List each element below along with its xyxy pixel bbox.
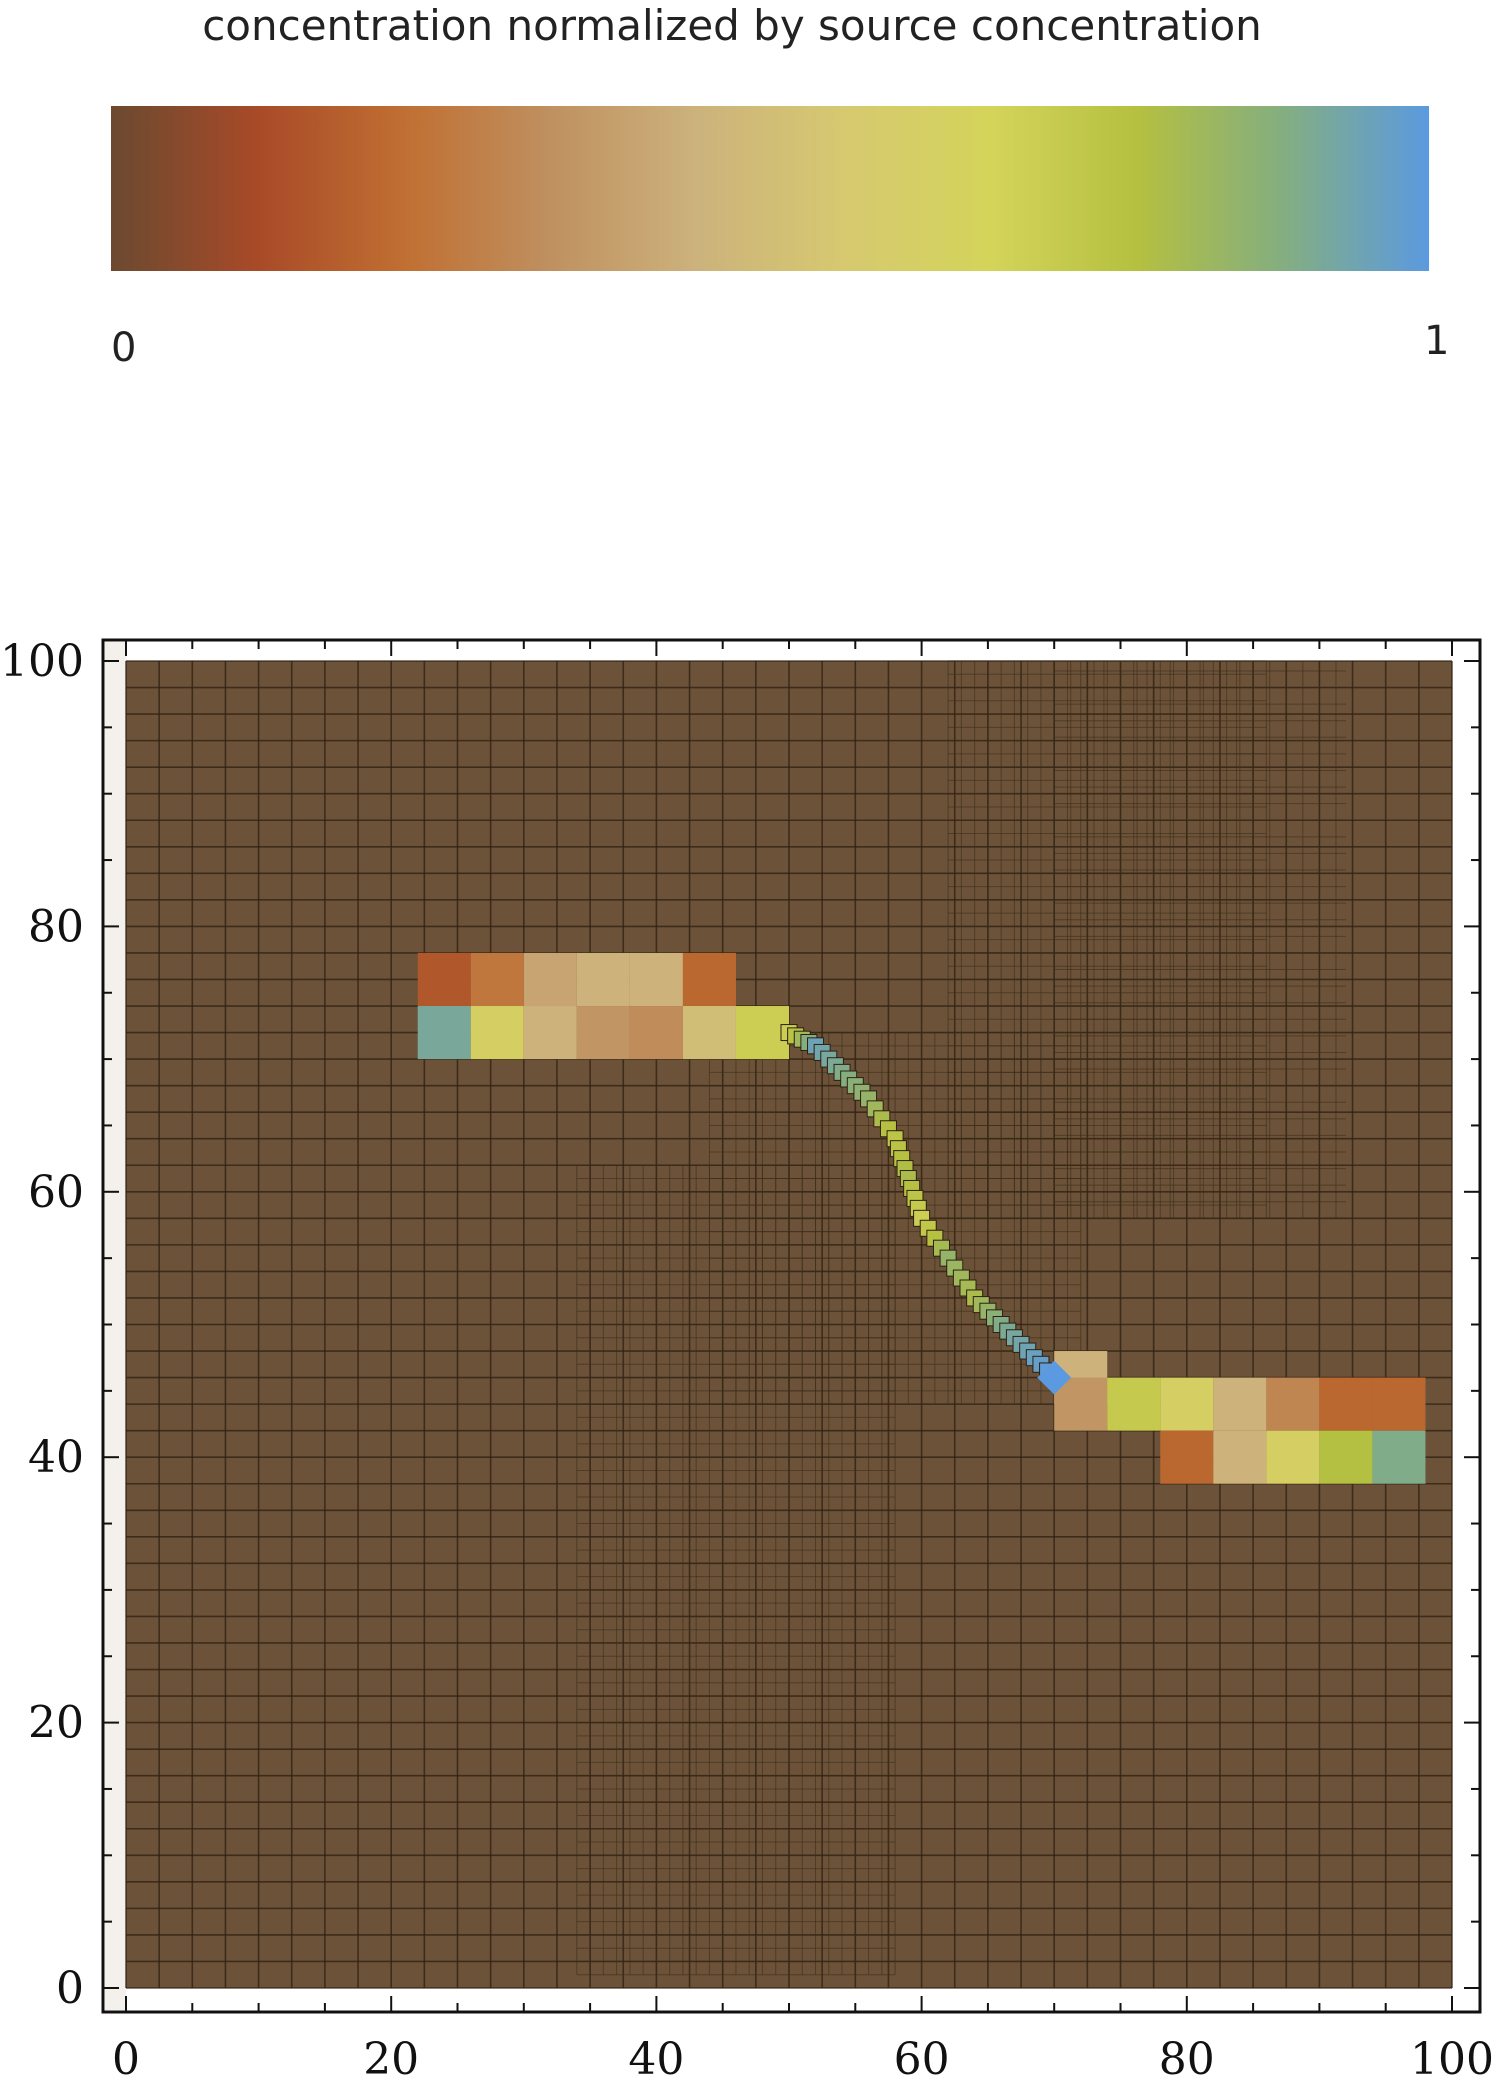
concentration-cell [1372, 1377, 1426, 1431]
y-tick-label: 0 [56, 1963, 84, 2014]
concentration-cell [1054, 1377, 1108, 1431]
x-tick-label: 80 [1159, 2034, 1215, 2085]
plot-axes: 0 20 40 60 80 100 0 20 40 60 80 100 [0, 636, 1494, 2085]
fracture-end-cell [1037, 1360, 1072, 1395]
concentration-cell [523, 952, 577, 1007]
concentration-cell [576, 1006, 630, 1060]
colorbar-gradient [111, 106, 1429, 271]
colorbar-max-label: 1 [1424, 318, 1450, 364]
x-tick-label: 100 [1410, 2034, 1494, 2085]
plot-margin-left [105, 642, 126, 2010]
y-tick-label: 40 [28, 1432, 84, 1483]
concentration-cell [629, 952, 683, 1007]
y-tick-label: 60 [28, 1167, 84, 1218]
y-tick-label: 20 [28, 1698, 84, 1749]
concentration-cell [470, 952, 524, 1007]
concentration-cell [629, 1006, 683, 1060]
concentration-cell [1319, 1377, 1373, 1431]
concentration-cell [682, 1006, 736, 1060]
x-tick-label: 40 [628, 2034, 684, 2085]
concentration-cells [417, 952, 1426, 1484]
concentration-cell [1213, 1377, 1267, 1431]
x-tick-label: 0 [112, 2034, 140, 2085]
concentration-cell [470, 1006, 524, 1060]
y-tick-label: 100 [0, 636, 84, 687]
y-tick-label: 80 [28, 901, 84, 952]
concentration-cell [1160, 1377, 1214, 1431]
colorbar-title: concentration normalized by source conce… [202, 1, 1262, 50]
concentration-cell [1160, 1430, 1214, 1484]
plot-frame [101, 638, 1482, 2014]
concentration-cell [1266, 1377, 1320, 1431]
concentration-cell [735, 1006, 789, 1060]
concentration-cell [576, 952, 630, 1007]
concentration-cell [523, 1006, 577, 1060]
concentration-cell [417, 1006, 471, 1060]
concentration-cell [1372, 1430, 1426, 1484]
colorbar-min-label: 0 [111, 325, 137, 371]
x-tick-label: 20 [363, 2034, 419, 2085]
concentration-cell [1107, 1377, 1161, 1431]
mesh-grid [105, 642, 1453, 2010]
concentration-cell [417, 952, 471, 1007]
concentration-cell [1266, 1430, 1320, 1484]
concentration-cell [682, 952, 736, 1007]
x-tick-label: 60 [894, 2034, 950, 2085]
concentration-cell [1319, 1430, 1373, 1484]
concentration-cell [1213, 1430, 1267, 1484]
